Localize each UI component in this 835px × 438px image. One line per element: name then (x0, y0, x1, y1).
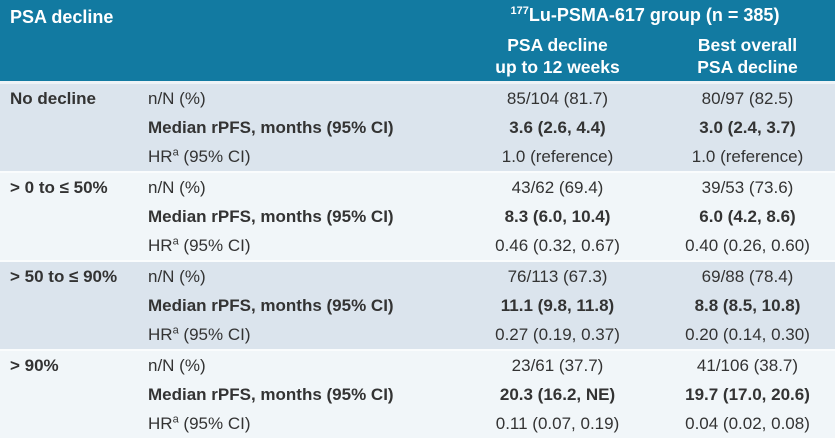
column-header-psa-decline: PSA decline (10, 7, 114, 27)
table-row: HRa (95% CI) 0.46 (0.32, 0.67) 0.40 (0.2… (0, 231, 835, 260)
metric-cell: n/N (%) (148, 177, 206, 197)
metric-cell: HRa (95% CI) (148, 412, 455, 434)
column-header-psa-12-weeks: PSA decline up to 12 weeks (455, 30, 660, 81)
hr-footnote-superscript: a (172, 145, 179, 158)
column-header-line2: PSA decline (697, 57, 798, 77)
metric-cell: n/N (%) (148, 266, 206, 286)
value-12w-cell: 0.27 (0.19, 0.37) (495, 324, 620, 344)
metric-cell: HRa (95% CI) (148, 145, 455, 167)
metric-cell: Median rPFS, months (95% CI) (148, 117, 394, 137)
column-header-line1: PSA decline (507, 35, 608, 55)
row-label-cell: > 50 to ≤ 90% (10, 266, 118, 286)
value-best-cell: 8.8 (8.5, 10.8) (694, 295, 801, 315)
group-0-to-50: > 0 to ≤ 50% n/N (%) 43/62 (69.4) 39/53 … (0, 173, 835, 262)
metric-cell: Median rPFS, months (95% CI) (148, 206, 394, 226)
value-best-cell: 6.0 (4.2, 8.6) (699, 206, 796, 226)
hr-footnote-superscript: a (172, 234, 179, 247)
isotope-superscript: 177 (510, 5, 529, 17)
column-header-group-title: 177Lu-PSMA-617 group (n = 385) (455, 0, 835, 30)
value-best-cell: 3.0 (2.4, 3.7) (699, 117, 796, 137)
table-row: > 50 to ≤ 90% n/N (%) 76/113 (67.3) 69/8… (0, 262, 835, 291)
metric-cell: n/N (%) (148, 355, 206, 375)
group-title-text: Lu-PSMA-617 group (n = 385) (528, 5, 780, 25)
row-label-cell: > 0 to ≤ 50% (10, 177, 108, 197)
value-best-cell: 0.40 (0.26, 0.60) (685, 235, 810, 255)
value-12w-cell: 76/113 (67.3) (507, 266, 608, 286)
table-row: HRa (95% CI) 1.0 (reference) 1.0 (refere… (0, 142, 835, 171)
table-row: HRa (95% CI) 0.27 (0.19, 0.37) 0.20 (0.1… (0, 320, 835, 349)
value-12w-cell: 23/61 (37.7) (511, 355, 604, 375)
metric-cell: Median rPFS, months (95% CI) (148, 295, 394, 315)
table-row: Median rPFS, months (95% CI) 8.3 (6.0, 1… (0, 202, 835, 231)
group-no-decline: No decline n/N (%) 85/104 (81.7) 80/97 (… (0, 84, 835, 173)
value-best-cell: 1.0 (reference) (691, 146, 804, 166)
hr-footnote-superscript: a (172, 323, 179, 336)
group-over-90: > 90% n/N (%) 23/61 (37.7) 41/106 (38.7)… (0, 351, 835, 438)
value-best-cell: 41/106 (38.7) (696, 355, 799, 375)
hr-label-suffix: (95% CI) (178, 235, 251, 255)
table-row: Median rPFS, months (95% CI) 3.6 (2.6, 4… (0, 113, 835, 142)
hr-label: HR (148, 324, 173, 344)
value-12w-cell: 3.6 (2.6, 4.4) (509, 117, 606, 137)
value-12w-cell: 0.11 (0.07, 0.19) (495, 413, 620, 433)
value-12w-cell: 85/104 (81.7) (506, 88, 609, 108)
table-row: Median rPFS, months (95% CI) 11.1 (9.8, … (0, 291, 835, 320)
hr-label: HR (148, 235, 173, 255)
table-body: No decline n/N (%) 85/104 (81.7) 80/97 (… (0, 84, 835, 438)
hr-footnote-superscript: a (172, 412, 179, 425)
table-row: Median rPFS, months (95% CI) 20.3 (16.2,… (0, 380, 835, 409)
value-12w-cell: 0.46 (0.32, 0.67) (495, 235, 620, 255)
hr-label: HR (148, 413, 173, 433)
value-12w-cell: 20.3 (16.2, NE) (499, 384, 616, 404)
metric-cell: n/N (%) (148, 88, 206, 108)
table-row: HRa (95% CI) 0.11 (0.07, 0.19) 0.04 (0.0… (0, 409, 835, 438)
value-12w-cell: 8.3 (6.0, 10.4) (504, 206, 611, 226)
column-header-line1: Best overall (697, 35, 798, 55)
value-12w-cell: 43/62 (69.4) (511, 177, 604, 197)
metric-cell: HRa (95% CI) (148, 323, 455, 345)
value-best-cell: 0.20 (0.14, 0.30) (685, 324, 810, 344)
value-best-cell: 19.7 (17.0, 20.6) (685, 384, 810, 404)
value-12w-cell: 11.1 (9.8, 11.8) (500, 295, 615, 315)
table-row: > 90% n/N (%) 23/61 (37.7) 41/106 (38.7) (0, 351, 835, 380)
hr-label-suffix: (95% CI) (178, 146, 251, 166)
value-best-cell: 39/53 (73.6) (701, 177, 794, 197)
value-best-cell: 0.04 (0.02, 0.08) (685, 413, 810, 433)
table-header: PSA decline 177Lu-PSMA-617 group (n = 38… (0, 0, 835, 84)
table-row: No decline n/N (%) 85/104 (81.7) 80/97 (… (0, 84, 835, 113)
value-best-cell: 69/88 (78.4) (701, 266, 794, 286)
hr-label: HR (148, 146, 173, 166)
group-50-to-90: > 50 to ≤ 90% n/N (%) 76/113 (67.3) 69/8… (0, 262, 835, 351)
row-label-cell: > 90% (10, 355, 59, 375)
hr-label-suffix: (95% CI) (178, 413, 251, 433)
row-label-cell: No decline (10, 88, 96, 108)
metric-cell: Median rPFS, months (95% CI) (148, 384, 394, 404)
column-header-best-overall: Best overall PSA decline (660, 30, 835, 81)
column-header-line2: up to 12 weeks (495, 57, 620, 77)
value-best-cell: 80/97 (82.5) (701, 88, 794, 108)
value-12w-cell: 1.0 (reference) (501, 146, 614, 166)
table-row: > 0 to ≤ 50% n/N (%) 43/62 (69.4) 39/53 … (0, 173, 835, 202)
hr-label-suffix: (95% CI) (178, 324, 251, 344)
metric-cell: HRa (95% CI) (148, 234, 455, 256)
